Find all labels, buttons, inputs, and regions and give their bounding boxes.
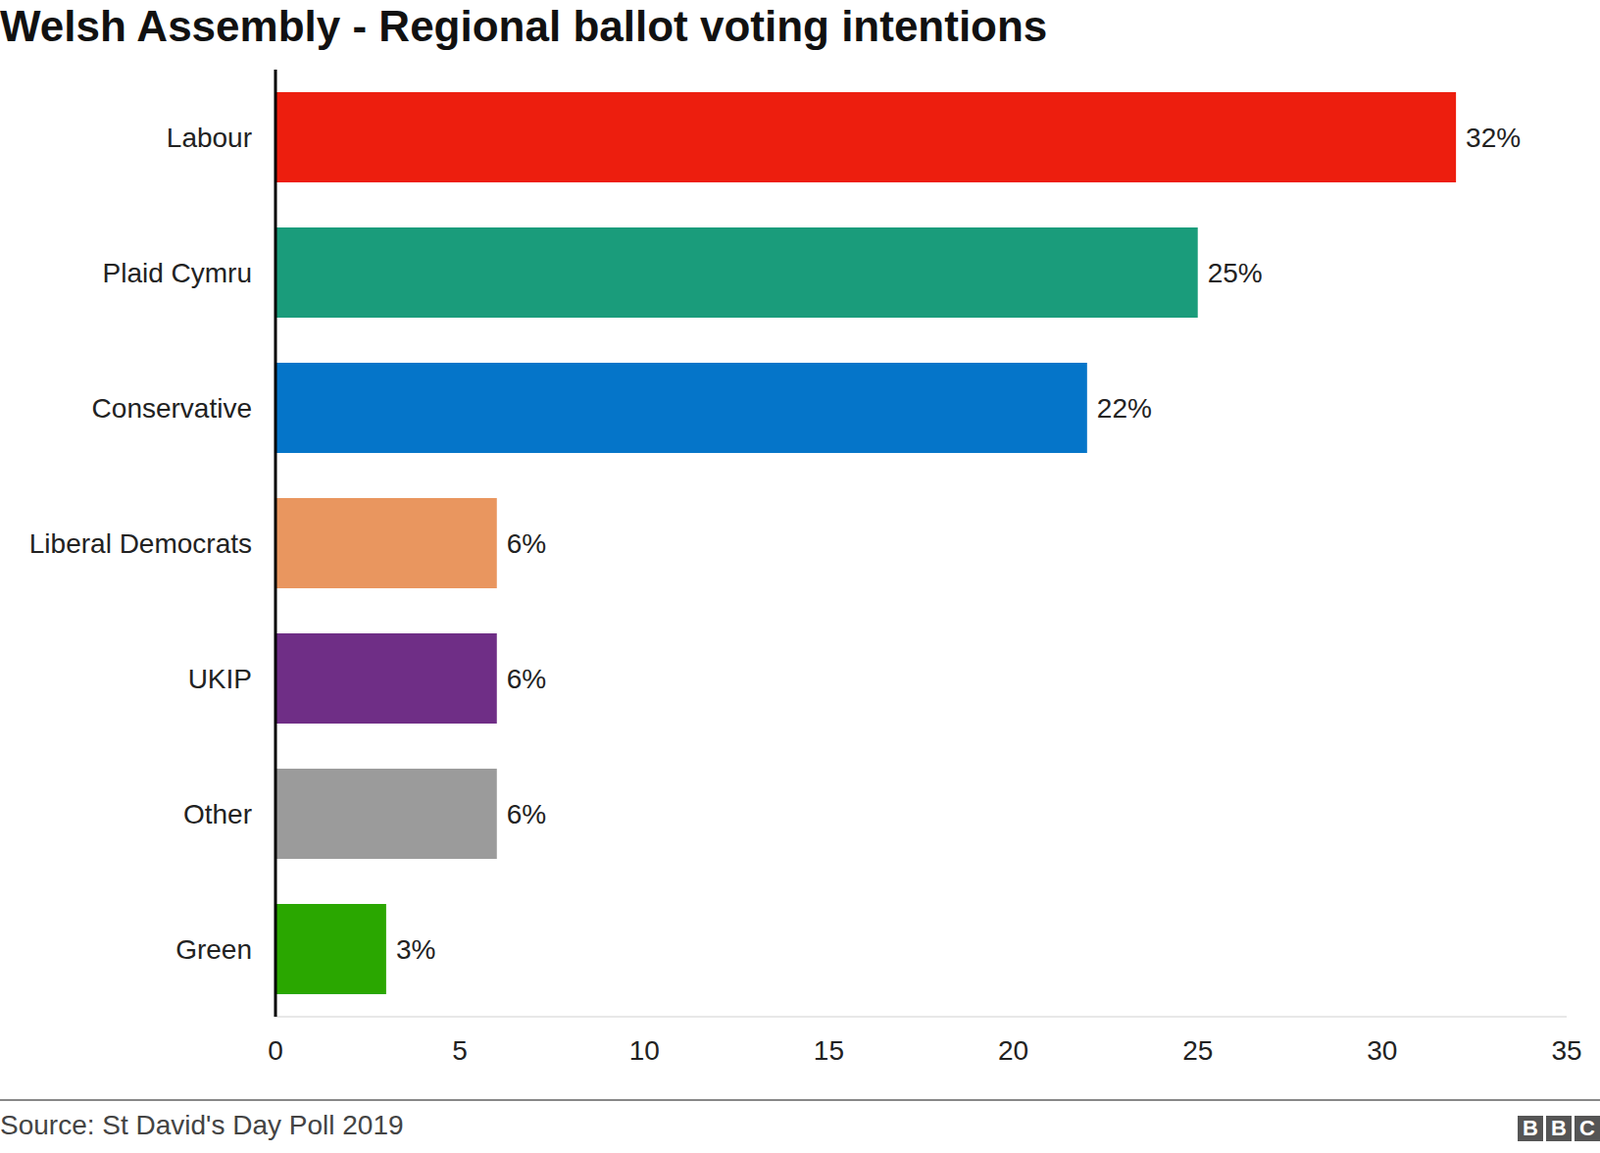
- svg-text:35: 35: [1550, 1035, 1582, 1066]
- svg-text:6%: 6%: [506, 663, 547, 695]
- svg-text:UKIP: UKIP: [188, 663, 252, 695]
- svg-text:Labour: Labour: [166, 122, 252, 153]
- html-text:Source: St David's Day Poll 20: Source: St David's Day Poll 2019: [0, 1109, 404, 1141]
- svg-text:Liberal Democrats: Liberal Democrats: [29, 528, 252, 559]
- svg-text:Plaid Cymru: Plaid Cymru: [102, 257, 252, 289]
- html-text:C: C: [1579, 1115, 1595, 1141]
- svg-text:Conservative: Conservative: [92, 393, 252, 424]
- svg-text:6%: 6%: [506, 799, 547, 830]
- svg-text:6%: 6%: [506, 528, 547, 559]
- svg-text:25: 25: [1182, 1035, 1213, 1066]
- svg-text:Other: Other: [183, 799, 252, 830]
- svg-text:3%: 3%: [396, 934, 436, 965]
- svg-text:0: 0: [267, 1035, 284, 1066]
- svg-text:Green: Green: [175, 934, 252, 965]
- html-text:B: B: [1522, 1115, 1539, 1141]
- svg-text:32%: 32%: [1465, 122, 1521, 153]
- svg-text:30: 30: [1366, 1035, 1398, 1066]
- html-text:B: B: [1550, 1115, 1567, 1141]
- svg-text:22%: 22%: [1097, 393, 1152, 424]
- svg-text:25%: 25%: [1207, 257, 1263, 289]
- html-text:Welsh Assembly - Regional ball: Welsh Assembly - Regional ballot voting …: [0, 1, 1048, 50]
- svg-text:20: 20: [998, 1035, 1029, 1066]
- svg-text:15: 15: [813, 1035, 845, 1066]
- svg-text:5: 5: [451, 1035, 468, 1066]
- svg-text:10: 10: [629, 1035, 660, 1066]
